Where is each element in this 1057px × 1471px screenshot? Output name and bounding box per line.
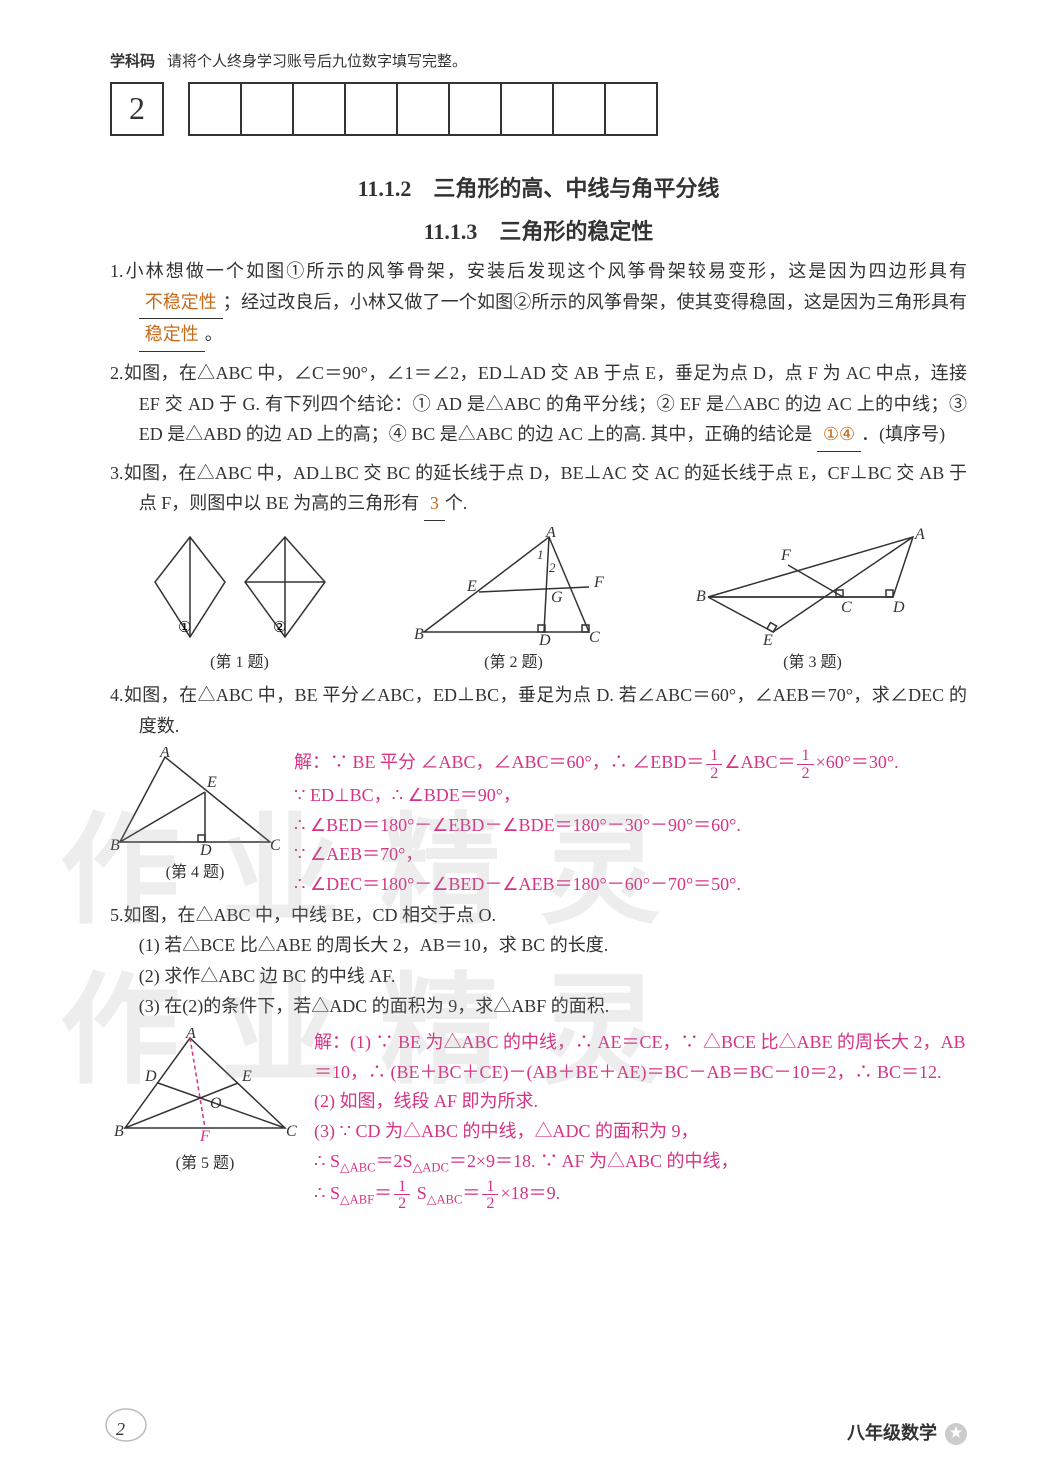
q3-b: 个. bbox=[445, 493, 468, 513]
q1-num: 1. bbox=[110, 261, 124, 281]
svg-text:E: E bbox=[206, 774, 217, 791]
svg-text:F: F bbox=[780, 547, 791, 564]
svg-text:C: C bbox=[270, 837, 280, 854]
svg-text:B: B bbox=[110, 837, 120, 854]
svg-text:D: D bbox=[144, 1068, 157, 1085]
q1-blank-a[interactable]: 不稳定性 bbox=[139, 287, 223, 320]
q5-text: 如图，在△ABC 中，中线 BE，CD 相交于点 O. bbox=[124, 905, 497, 925]
q3-a: 如图，在△ABC 中，AD⊥BC 交 BC 的延长线于点 D，BE⊥AC 交 A… bbox=[124, 463, 968, 514]
code-cell[interactable] bbox=[606, 82, 658, 136]
fig1-n1: ① bbox=[178, 620, 191, 636]
code-cell[interactable] bbox=[188, 82, 242, 136]
q5-p2: (2) 求作△ABC 边 BC 的中线 AF. bbox=[139, 966, 396, 986]
q4-solution-block: A B C D E (第 4 题) 解：∵ BE 平分 ∠ABC，∠ABC＝60… bbox=[110, 747, 967, 899]
figcap-5: (第 5 题) bbox=[110, 1150, 300, 1177]
account-code-row: 2 bbox=[110, 82, 967, 136]
section-title-1: 11.1.2 三角形的高、中线与角平分线 bbox=[110, 170, 967, 207]
svg-text:O: O bbox=[210, 1095, 222, 1112]
svg-text:D: D bbox=[892, 599, 905, 616]
code-cell[interactable] bbox=[450, 82, 502, 136]
question-1: 1.小林想做一个如图①所示的风筝骨架，安装后发现这个风筝骨架较易变形，这是因为四… bbox=[110, 256, 967, 352]
q4-solution: 解：∵ BE 平分 ∠ABC，∠ABC＝60°，∴ ∠EBD＝12∠ABC＝12… bbox=[294, 747, 967, 899]
svg-text:A: A bbox=[914, 527, 925, 543]
figcap-3: (第 3 题) bbox=[693, 649, 933, 676]
worksheet-page: 作业精灵 作业精灵 学科码 请将个人终身学习账号后九位数字填写完整。 2 11.… bbox=[0, 0, 1057, 1471]
figure-4: A B C D E (第 4 题) bbox=[110, 747, 280, 886]
svg-text:C: C bbox=[589, 629, 600, 646]
svg-text:A: A bbox=[185, 1028, 196, 1042]
code-cell[interactable] bbox=[346, 82, 398, 136]
code-cell[interactable] bbox=[554, 82, 606, 136]
svg-text:B: B bbox=[114, 1123, 124, 1140]
header-row: 学科码 请将个人终身学习账号后九位数字填写完整。 bbox=[110, 50, 967, 76]
svg-text:D: D bbox=[199, 842, 212, 857]
q1-a: 小林想做一个如图①所示的风筝骨架，安装后发现这个风筝骨架较易变形，这是因为四边形… bbox=[124, 261, 968, 281]
question-2: 2.如图，在△ABC 中，∠C＝90°，∠1＝∠2，ED⊥AD 交 AB 于点 … bbox=[110, 358, 967, 452]
q3-num: 3. bbox=[110, 463, 124, 483]
svg-text:B: B bbox=[696, 588, 706, 605]
q2-num: 2. bbox=[110, 363, 124, 383]
svg-text:D: D bbox=[538, 632, 551, 647]
section-title-2: 11.1.3 三角形的稳定性 bbox=[110, 213, 967, 250]
q1-b: ；经过改良后，小林又做了一个如图②所示的风筝骨架，使其变得稳固，这是因为三角形具… bbox=[223, 292, 967, 312]
svg-text:C: C bbox=[286, 1123, 297, 1140]
code-cell[interactable] bbox=[294, 82, 346, 136]
figure-row: ① ② (第 1 题) A B bbox=[110, 527, 967, 676]
q5-num: 5. bbox=[110, 905, 124, 925]
figcap-2: (第 2 题) bbox=[404, 649, 624, 676]
svg-text:F: F bbox=[593, 574, 604, 591]
star-icon: ★ bbox=[945, 1423, 967, 1445]
q5-solution: 解：(1) ∵ BE 为△ABC 的中线，∴ AE＝CE，∵ △BCE 比△AB… bbox=[314, 1028, 967, 1212]
question-3: 3.如图，在△ABC 中，AD⊥BC 交 BC 的延长线于点 D，BE⊥AC 交… bbox=[110, 458, 967, 521]
q5-p1: (1) 若△BCE 比△ABE 的周长大 2，AB＝10，求 BC 的长度. bbox=[139, 935, 609, 955]
q1-c: 。 bbox=[205, 324, 223, 344]
question-5: 5.如图，在△ABC 中，中线 BE，CD 相交于点 O. (1) 若△BCE … bbox=[110, 900, 967, 1022]
svg-text:E: E bbox=[241, 1068, 252, 1085]
q1-blank-b[interactable]: 稳定性 bbox=[139, 319, 205, 352]
figcap-1: (第 1 题) bbox=[145, 649, 335, 676]
fig1-n2: ② bbox=[273, 620, 286, 636]
subject-code-label: 学科码 bbox=[110, 50, 155, 76]
account-hint: 请将个人终身学习账号后九位数字填写完整。 bbox=[167, 50, 467, 76]
question-4: 4.如图，在△ABC 中，BE 平分∠ABC，ED⊥BC，垂足为点 D. 若∠A… bbox=[110, 680, 967, 741]
q5-p3: (3) 在(2)的条件下，若△ADC 的面积为 9，求△ABF 的面积. bbox=[139, 996, 610, 1016]
svg-text:1: 1 bbox=[537, 547, 544, 562]
footer-grade: 八年级数学 ★ bbox=[847, 1418, 967, 1449]
q3-blank[interactable]: 3 bbox=[424, 488, 445, 521]
svg-text:E: E bbox=[762, 632, 773, 647]
code-cell[interactable] bbox=[398, 82, 450, 136]
q2-blank[interactable]: ①④ bbox=[817, 419, 861, 452]
svg-text:B: B bbox=[414, 626, 424, 643]
preset-digit-box: 2 bbox=[110, 82, 164, 136]
svg-text:F: F bbox=[199, 1128, 210, 1145]
q2-b: ．(填序号) bbox=[861, 424, 945, 444]
q4-num: 4. bbox=[110, 685, 124, 705]
svg-text:A: A bbox=[545, 527, 556, 541]
svg-text:A: A bbox=[159, 747, 170, 761]
figcap-4: (第 4 题) bbox=[110, 859, 280, 886]
figure-1: ① ② (第 1 题) bbox=[145, 527, 335, 676]
svg-text:E: E bbox=[466, 578, 477, 595]
svg-text:G: G bbox=[551, 589, 563, 606]
figure-3: A B C D E F (第 3 题) bbox=[693, 527, 933, 676]
code-cell[interactable] bbox=[502, 82, 554, 136]
page-number: 2 bbox=[116, 1414, 125, 1445]
q4-text: 如图，在△ABC 中，BE 平分∠ABC，ED⊥BC，垂足为点 D. 若∠ABC… bbox=[124, 685, 968, 736]
figure-5: A B C D E O F (第 5 题) bbox=[110, 1028, 300, 1177]
svg-text:2: 2 bbox=[549, 560, 556, 575]
figure-2: A B C D E F G 1 2 (第 2 题) bbox=[404, 527, 624, 676]
q5-solution-block: A B C D E O F (第 5 题) 解：(1) ∵ BE 为△ABC 的… bbox=[110, 1028, 967, 1212]
code-cell[interactable] bbox=[242, 82, 294, 136]
svg-text:C: C bbox=[841, 599, 852, 616]
